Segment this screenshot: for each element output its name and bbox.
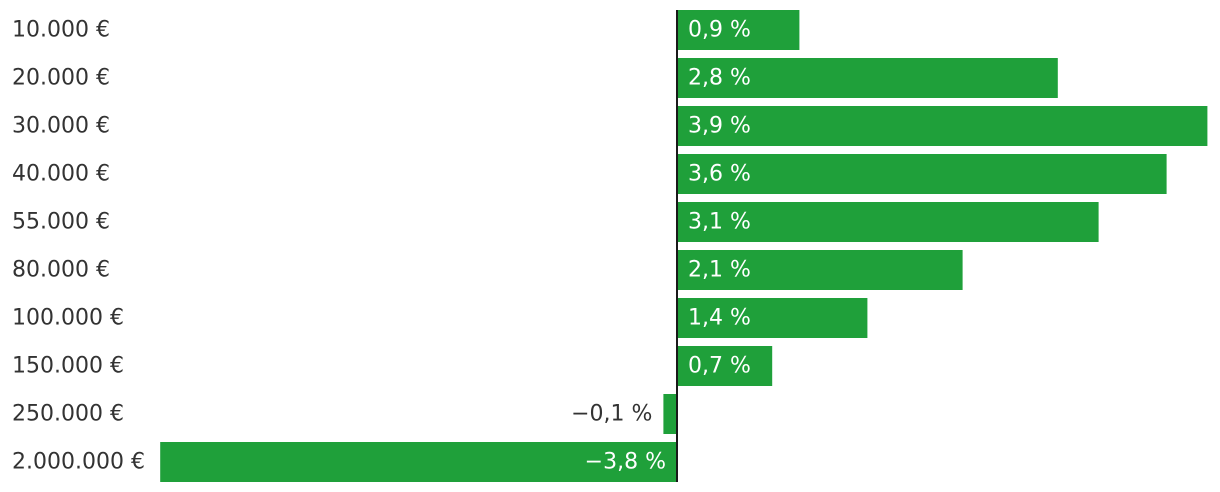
data-label: −0,1 % — [571, 402, 652, 427]
value-labels: 0,9 % 2,8 % 3,9 % 3,6 % 3,1 % 2,1 % 1,4 % 0,7 %… — [571, 18, 751, 475]
bar — [677, 298, 868, 338]
category-label: 40.000 € — [12, 162, 110, 187]
data-label: 0,7 % — [688, 354, 751, 379]
data-label: 3,9 % — [688, 114, 751, 139]
bar — [677, 202, 1099, 242]
category-label: 250.000 € — [12, 402, 124, 427]
bar — [677, 346, 773, 386]
bar — [663, 394, 677, 434]
category-label: 55.000 € — [12, 210, 110, 235]
category-label: 10.000 € — [12, 18, 110, 43]
category-label: 80.000 € — [12, 258, 110, 283]
data-label: 1,4 % — [688, 306, 751, 331]
data-label: 2,8 % — [688, 66, 751, 91]
category-label: 30.000 € — [12, 114, 110, 139]
bar — [677, 154, 1167, 194]
bar — [677, 58, 1058, 98]
data-label: −3,8 % — [585, 450, 666, 475]
bar — [677, 10, 800, 50]
category-label: 100.000 € — [12, 306, 124, 331]
category-label: 20.000 € — [12, 66, 110, 91]
data-label: 3,1 % — [688, 210, 751, 235]
data-label: 3,6 % — [688, 162, 751, 187]
bar — [677, 106, 1208, 146]
category-labels: 10.000 € 20.000 € 30.000 € 40.000 € 55.000 €… — [12, 18, 145, 475]
data-label: 2,1 % — [688, 258, 751, 283]
category-label: 2.000.000 € — [12, 450, 145, 475]
category-label: 150.000 € — [12, 354, 124, 379]
bar — [677, 250, 963, 290]
data-label: 0,9 % — [688, 18, 751, 43]
bar — [160, 442, 677, 482]
bars-group — [160, 10, 1208, 482]
